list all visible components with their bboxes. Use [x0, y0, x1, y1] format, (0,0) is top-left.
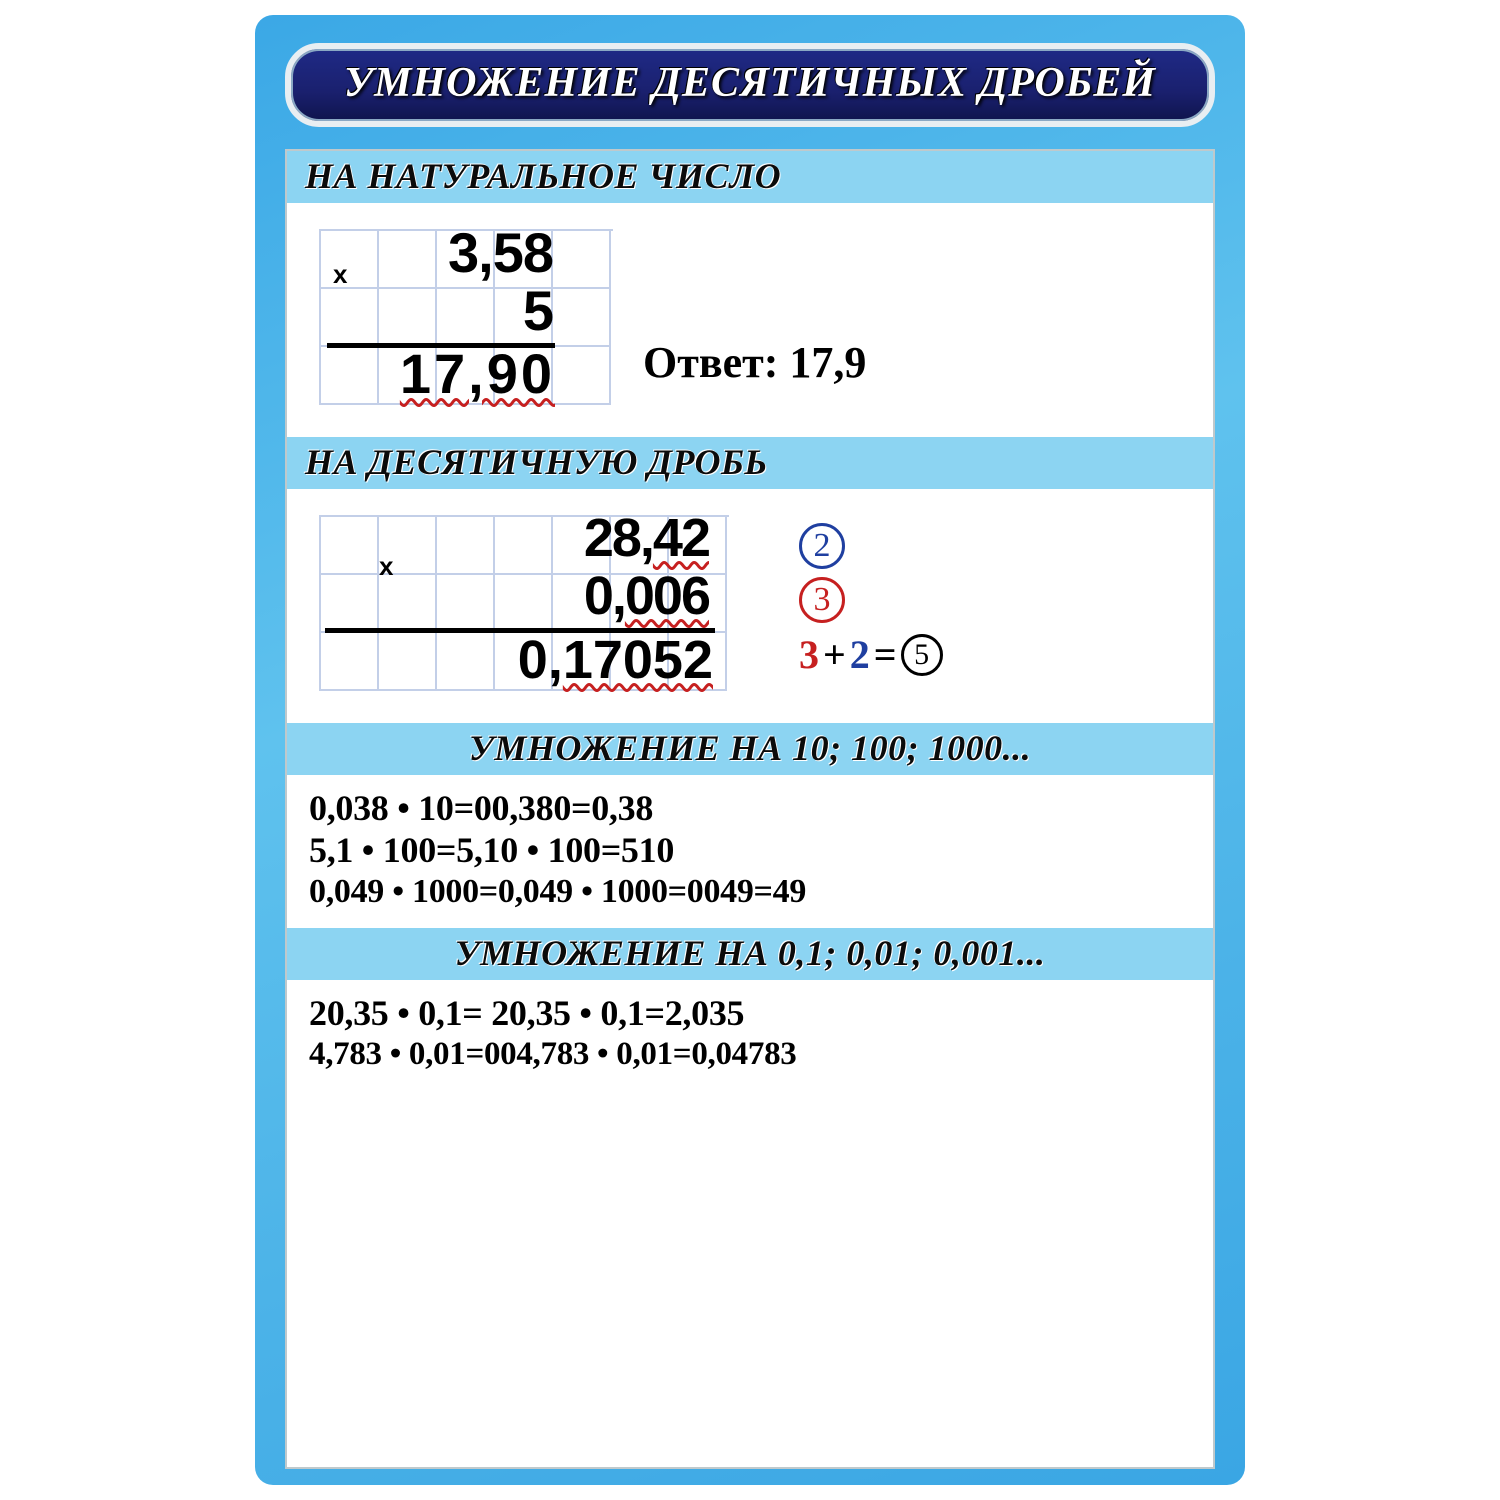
- section2-header: НА ДЕСЯТИЧНУЮ ДРОБЬ: [287, 437, 1213, 489]
- section2-digits: х 28,42 0,006 0,17052: [319, 515, 729, 693]
- s1-top: 3,58: [448, 221, 553, 284]
- section2-notes: 2 3 3 + 2 = 5: [799, 523, 943, 678]
- s4-line-1: 20,35 • 0,1= 20,35 • 0,1=2,035: [309, 992, 1195, 1034]
- title-pill: УМНОЖЕНИЕ ДЕСЯТИЧНЫХ ДРОБЕЙ: [285, 43, 1215, 127]
- section1-body: х 3,58 5 17,90 Ответ: 17,9: [287, 203, 1213, 437]
- section2-body: х 28,42 0,006 0,17052 2 3 3 + 2 =: [287, 489, 1213, 723]
- s2-top: 28,42: [584, 508, 709, 568]
- note-sum-eq: =: [874, 631, 897, 678]
- s2-result: 0,17052: [518, 630, 713, 690]
- note-circle-2: 2: [799, 523, 845, 569]
- note-sum-b: 2: [850, 631, 870, 678]
- s2-factor: 0,006: [584, 566, 709, 626]
- section1-grid-wrap: х 3,58 5 17,90: [319, 229, 613, 407]
- section1-digits: х 3,58 5 17,90: [319, 229, 613, 407]
- s3-line-1: 0,038 • 10=00,380=0,38: [309, 787, 1195, 829]
- note-sum-a: 3: [799, 631, 819, 678]
- s3-line-2: 5,1 • 100=5,10 • 100=510: [309, 829, 1195, 871]
- poster-frame: УМНОЖЕНИЕ ДЕСЯТИЧНЫХ ДРОБЕЙ НА НАТУРАЛЬН…: [255, 15, 1245, 1485]
- section2-grid-wrap: х 28,42 0,006 0,17052: [319, 515, 729, 693]
- s1-result: 17,90: [400, 342, 555, 405]
- section3-body: 0,038 • 10=00,380=0,38 5,1 • 100=5,10 • …: [287, 775, 1213, 928]
- section4-header: УМНОЖЕНИЕ НА 0,1; 0,01; 0,001...: [287, 928, 1213, 980]
- note-circle-3: 3: [799, 577, 845, 623]
- section1-calc: х 3,58 5 17,90 Ответ: 17,9: [309, 215, 1195, 421]
- section1-header: НА НАТУРАЛЬНОЕ ЧИСЛО: [287, 151, 1213, 203]
- note-sum-plus: +: [823, 631, 846, 678]
- poster-title: УМНОЖЕНИЕ ДЕСЯТИЧНЫХ ДРОБЕЙ: [344, 60, 1156, 106]
- s3-line-3: 0,049 • 1000=0,049 • 1000=0049=49: [309, 872, 1195, 912]
- section1-answer: Ответ: 17,9: [643, 337, 866, 389]
- section3-header: УМНОЖЕНИЕ НА 10; 100; 1000...: [287, 723, 1213, 775]
- content-panel: НА НАТУРАЛЬНОЕ ЧИСЛО х 3,58 5 17,90 Отве…: [285, 149, 1215, 1469]
- note-sum-res: 5: [901, 634, 943, 676]
- note-sum-line: 3 + 2 = 5: [799, 631, 943, 678]
- section4-body: 20,35 • 0,1= 20,35 • 0,1=2,035 4,783 • 0…: [287, 980, 1213, 1089]
- section2-calc: х 28,42 0,006 0,17052 2 3 3 + 2 =: [309, 501, 1195, 707]
- s4-line-2: 4,783 • 0,01=004,783 • 0,01=0,04783: [309, 1035, 1195, 1074]
- s1-factor: 5: [523, 279, 553, 342]
